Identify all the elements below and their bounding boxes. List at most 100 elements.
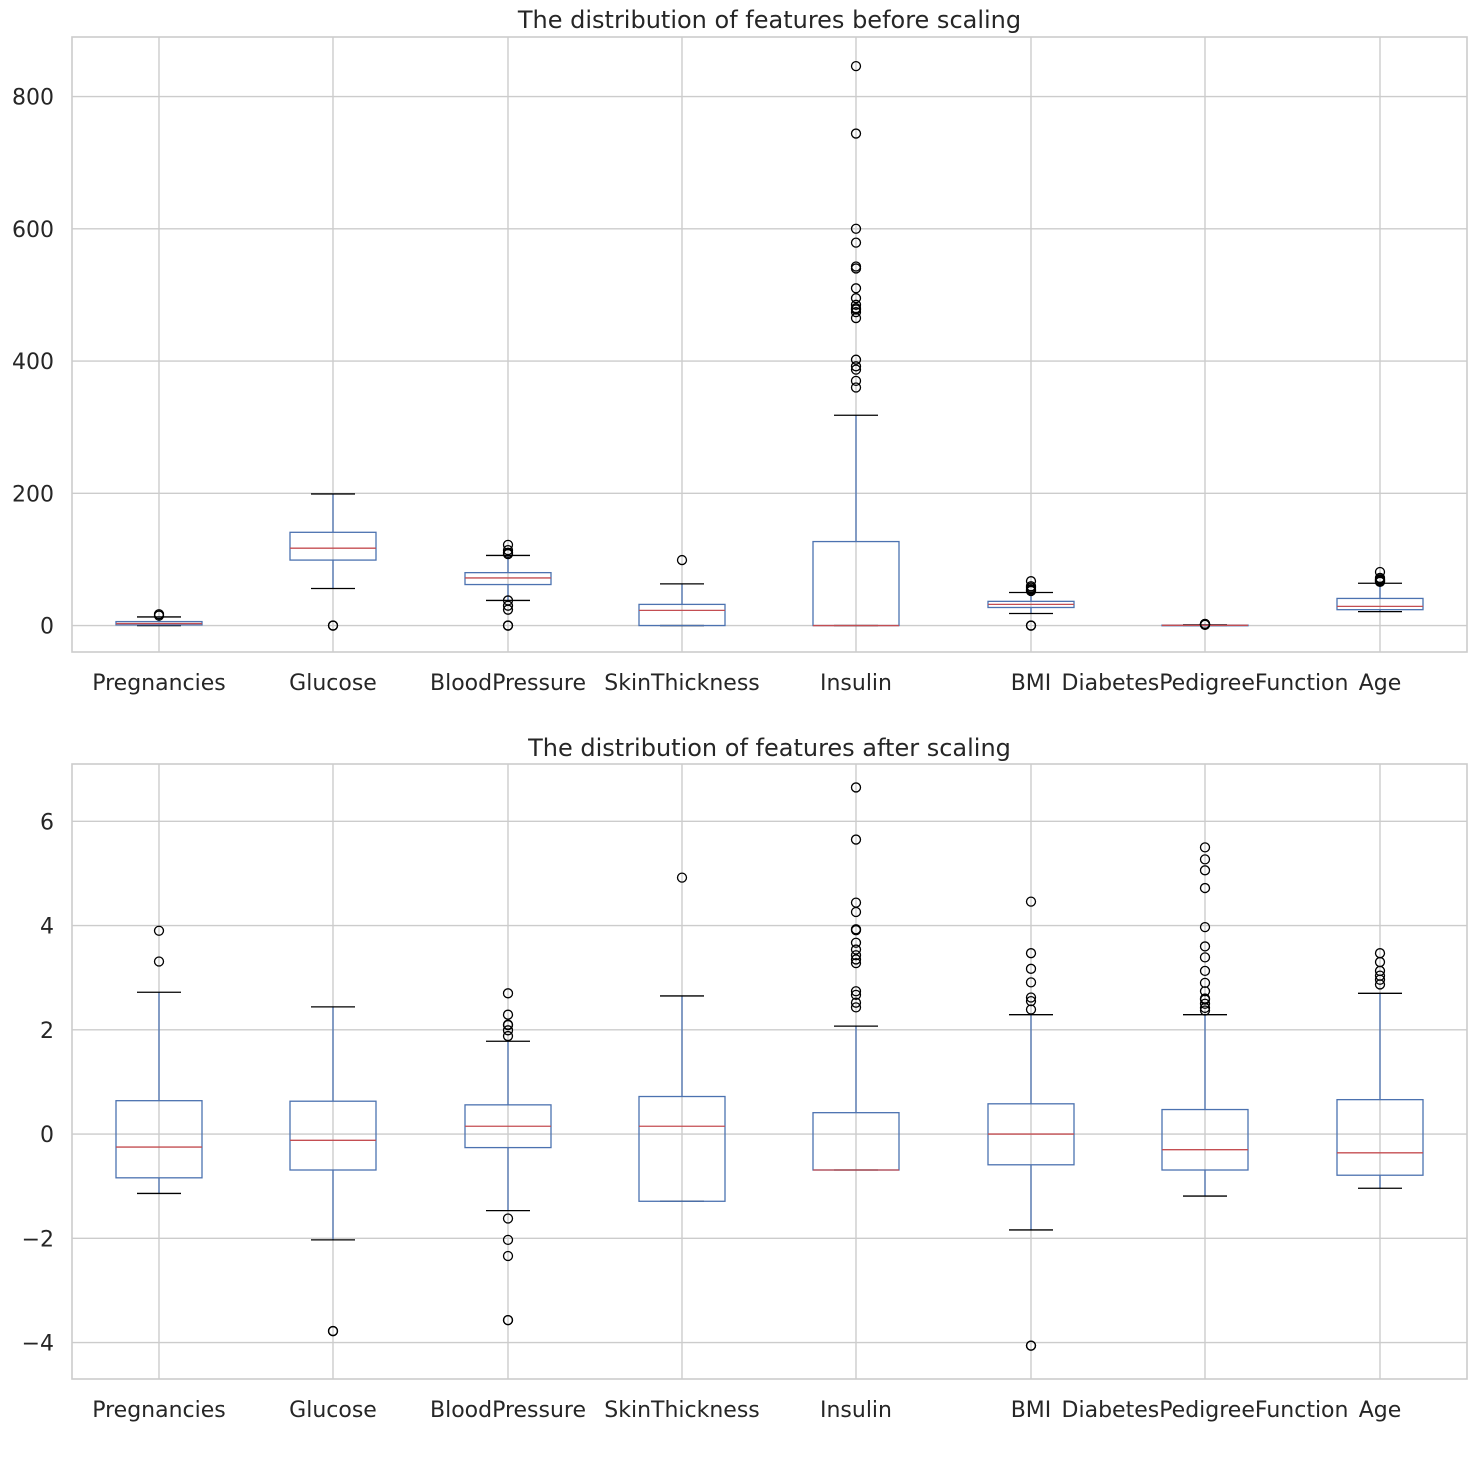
box-skinthickness <box>638 872 726 1202</box>
x-tick-label: Glucose <box>289 1398 377 1423</box>
outlier-point <box>850 997 862 1008</box>
box-skinthickness <box>638 554 726 627</box>
outlier-point <box>850 834 862 845</box>
boxplot-panel-after: −4 −2 0 2 4 6 The distribution of features aft… <box>22 734 1468 1423</box>
outlier-point <box>850 954 862 965</box>
x-tick-label: DiabetesPedigreeFunction <box>1062 671 1349 696</box>
outlier-point <box>502 1234 514 1245</box>
outlier-point <box>1025 576 1037 587</box>
outlier-point <box>502 545 514 556</box>
outlier-point <box>1025 896 1037 907</box>
outlier-point <box>850 223 862 234</box>
outlier-point <box>1199 882 1211 894</box>
outlier-point <box>1199 965 1211 977</box>
x-tick-label: Insulin <box>820 671 892 696</box>
outlier-point <box>1025 977 1037 988</box>
y-tick-label: 4 <box>40 915 54 940</box>
iqr-box <box>1336 597 1424 611</box>
outlier-point <box>1199 977 1211 989</box>
outlier-point <box>153 925 165 936</box>
outlier-point <box>850 361 862 372</box>
x-tick-label: Pregnancies <box>92 1398 226 1423</box>
box-bmi <box>987 896 1075 1351</box>
outlier-point <box>850 950 862 961</box>
outlier-point <box>1199 854 1211 865</box>
outlier-point <box>850 128 862 139</box>
outlier-point <box>850 957 862 969</box>
outlier-point <box>850 375 862 387</box>
outlier-point <box>502 1030 514 1042</box>
boxplot-panel-before: 0 200 400 600 800 The distribution of feature… <box>12 6 1468 696</box>
box-diabetespedigreefunction <box>1161 842 1249 1197</box>
outlier-point <box>850 354 862 365</box>
outlier-point <box>850 1002 862 1013</box>
chart-title: The distribution of features after scali… <box>527 734 1011 762</box>
iqr-box <box>464 571 552 586</box>
iqr-box <box>638 1095 726 1202</box>
plot-frame <box>71 36 1468 653</box>
outlier-point <box>850 382 862 393</box>
outlier-point <box>850 299 862 310</box>
outlier-point <box>850 944 862 955</box>
outlier-point <box>502 595 514 606</box>
outlier-point <box>1025 995 1037 1007</box>
iqr-box <box>1161 1108 1249 1171</box>
outlier-point <box>850 897 862 908</box>
outlier-point <box>502 1213 514 1224</box>
outlier-point <box>850 60 862 72</box>
outlier-point <box>850 302 862 314</box>
outlier-point <box>1199 941 1211 952</box>
outlier-point <box>502 600 514 611</box>
iqr-box <box>638 603 726 627</box>
outlier-point <box>1025 1340 1037 1351</box>
y-tick-label: 400 <box>12 350 54 375</box>
outlier-point <box>153 956 165 967</box>
outlier-point <box>502 1025 514 1036</box>
outlier-point <box>850 989 862 1001</box>
outlier-point <box>502 1250 514 1262</box>
x-tick-label: BMI <box>1011 1398 1052 1423</box>
chart-title: The distribution of features before scal… <box>517 6 1021 34</box>
x-tick-label: Glucose <box>289 671 377 696</box>
box-insulin <box>812 60 900 627</box>
x-tick-label: DiabetesPedigreeFunction <box>1062 1398 1349 1423</box>
outlier-point <box>1199 986 1211 997</box>
outlier-point <box>1025 963 1037 974</box>
outlier-point <box>1199 952 1211 963</box>
box-pregnancies <box>115 925 203 1195</box>
y-tick-label: 2 <box>40 1019 54 1044</box>
outlier-point <box>850 937 862 948</box>
box-bloodpressure <box>464 988 552 1326</box>
outlier-point <box>850 924 862 935</box>
outlier-point <box>1374 566 1386 578</box>
outlier-point <box>1374 572 1386 584</box>
outlier-point <box>327 620 339 631</box>
outlier-point <box>327 1325 339 1337</box>
outlier-point <box>502 1019 514 1030</box>
iqr-box <box>1336 1098 1424 1176</box>
x-tick-label: BloodPressure <box>430 1398 586 1423</box>
iqr-box <box>289 1100 377 1171</box>
outlier-point <box>502 988 514 999</box>
outlier-point <box>1199 921 1211 933</box>
outlier-point <box>1199 865 1211 876</box>
outlier-point <box>502 539 514 551</box>
box-insulin <box>812 782 900 1171</box>
x-tick-label: Age <box>1359 1398 1402 1423</box>
y-tick-label: 600 <box>12 218 54 243</box>
outlier-point <box>502 547 514 558</box>
outlier-point <box>1025 581 1037 592</box>
x-tick-label: BloodPressure <box>430 671 586 696</box>
outlier-point <box>1025 948 1037 959</box>
outlier-point <box>850 261 862 272</box>
outlier-point <box>850 986 862 997</box>
box-bloodpressure <box>464 539 552 631</box>
y-tick-label: 0 <box>40 615 54 640</box>
plot-frame <box>71 763 1468 1380</box>
outlier-point <box>1199 1005 1211 1016</box>
outlier-point <box>1199 618 1211 630</box>
outlier-point <box>1025 620 1037 631</box>
outlier-point <box>850 283 862 294</box>
outlier-point <box>1199 998 1211 1009</box>
outlier-point <box>850 237 862 248</box>
